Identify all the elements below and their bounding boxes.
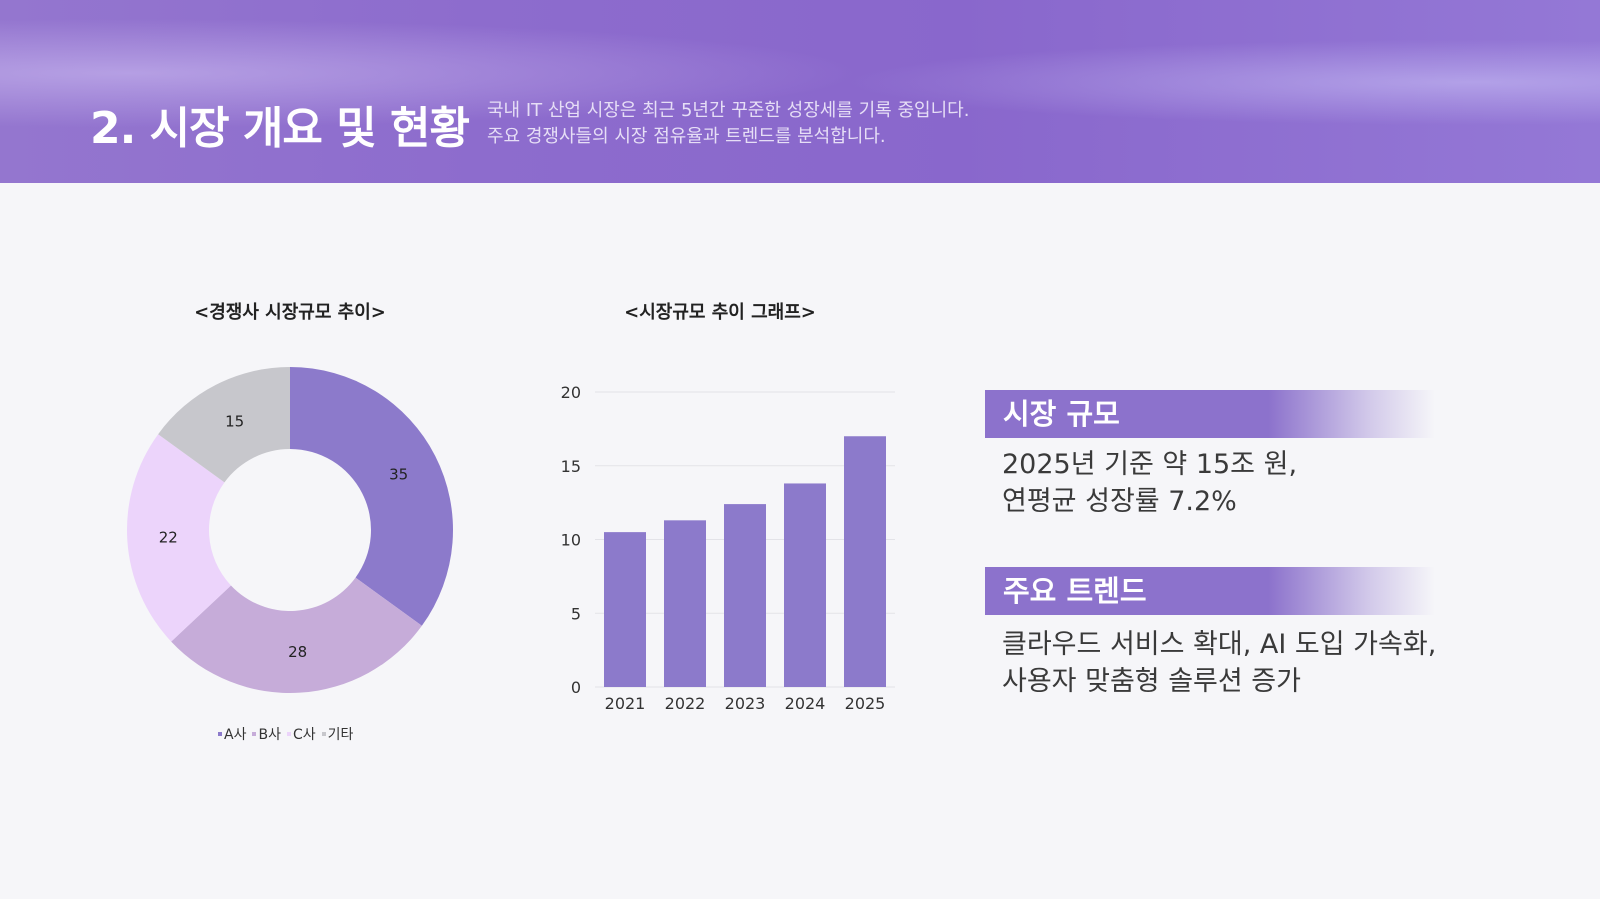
donut-slice-A사 (290, 367, 453, 626)
legend-swatch (252, 732, 257, 736)
x-tick-label: 2024 (785, 694, 826, 713)
page-title: 2. 시장 개요 및 현황 (90, 103, 470, 154)
bar-2022 (664, 520, 706, 687)
x-tick-label: 2022 (665, 694, 706, 713)
legend-item-C사: C사 (286, 724, 316, 744)
page-subtitle: 국내 IT 산업 시장은 최근 5년간 꾸준한 성장세를 기록 중입니다. 주요… (487, 98, 969, 150)
market-size-description: 2025년 기준 약 15조 원, 연평균 성장률 7.2% (1002, 446, 1297, 520)
y-tick-label: 15 (561, 457, 581, 476)
trend-description: 클라우드 서비스 확대, AI 도입 가속화, 사용자 맞춤형 솔루션 증가 (1002, 626, 1436, 700)
x-tick-label: 2023 (725, 694, 766, 713)
donut-slice-label: 35 (389, 466, 408, 484)
bar-2023 (724, 504, 766, 687)
legend-swatch (286, 732, 291, 736)
bar-2024 (784, 483, 826, 687)
legend-item-기타: 기타 (321, 724, 354, 744)
legend-label: A사 (224, 727, 247, 743)
legend-label: C사 (292, 727, 316, 743)
trend-line-1: 클라우드 서비스 확대, AI 도입 가속화, (1002, 629, 1437, 660)
market-size-line-1: 2025년 기준 약 15조 원, (1002, 449, 1298, 480)
donut-slice-기타 (158, 367, 290, 483)
donut-slice-label: 28 (288, 643, 307, 661)
donut-slice-label: 15 (225, 412, 244, 430)
donut-chart-title: <경쟁사 시장규모 추이> (194, 302, 386, 323)
y-tick-label: 5 (571, 604, 581, 623)
x-tick-label: 2025 (845, 694, 886, 713)
subtitle-line-1: 국내 IT 산업 시장은 최근 5년간 꾸준한 성장세를 기록 중입니다. (487, 100, 970, 121)
donut-chart: 35 28 22 15 (126, 367, 453, 693)
bar-2021 (604, 532, 646, 687)
header-banner: 2. 시장 개요 및 현황 국내 IT 산업 시장은 최근 5년간 꾸준한 성장… (0, 0, 1600, 183)
market-size-line-2: 연평균 성장률 7.2% (1002, 486, 1237, 517)
legend-swatch (218, 732, 222, 736)
subtitle-line-2: 주요 경쟁사들의 시장 점유율과 트렌드를 분석합니다. (487, 126, 886, 147)
bar-chart: 0 5 10 15 20 2021 2022 2023 2024 2025 (561, 383, 895, 713)
bar-2025 (844, 436, 886, 687)
y-tick-label: 0 (571, 678, 581, 697)
donut-legend: A사 B사 C사 기타 (218, 724, 353, 744)
legend-swatch (321, 732, 326, 736)
legend-item-A사: A사 (218, 724, 246, 744)
y-tick-label: 10 (561, 531, 581, 550)
market-size-heading: 시장 규모 (985, 390, 1435, 438)
trend-line-2: 사용자 맞춤형 솔루션 증가 (1002, 666, 1301, 697)
bar-chart-title: <시장규모 추이 그래프> (624, 302, 816, 323)
x-tick-label: 2021 (605, 694, 646, 713)
donut-slice-C사 (126, 434, 231, 642)
y-tick-label: 20 (561, 383, 581, 402)
legend-label: 기타 (327, 727, 354, 743)
legend-item-B사: B사 (252, 724, 281, 744)
legend-label: B사 (258, 727, 281, 743)
donut-slice-label: 22 (159, 529, 178, 547)
trend-heading: 주요 트렌드 (985, 567, 1435, 615)
donut-slice-B사 (171, 577, 422, 693)
